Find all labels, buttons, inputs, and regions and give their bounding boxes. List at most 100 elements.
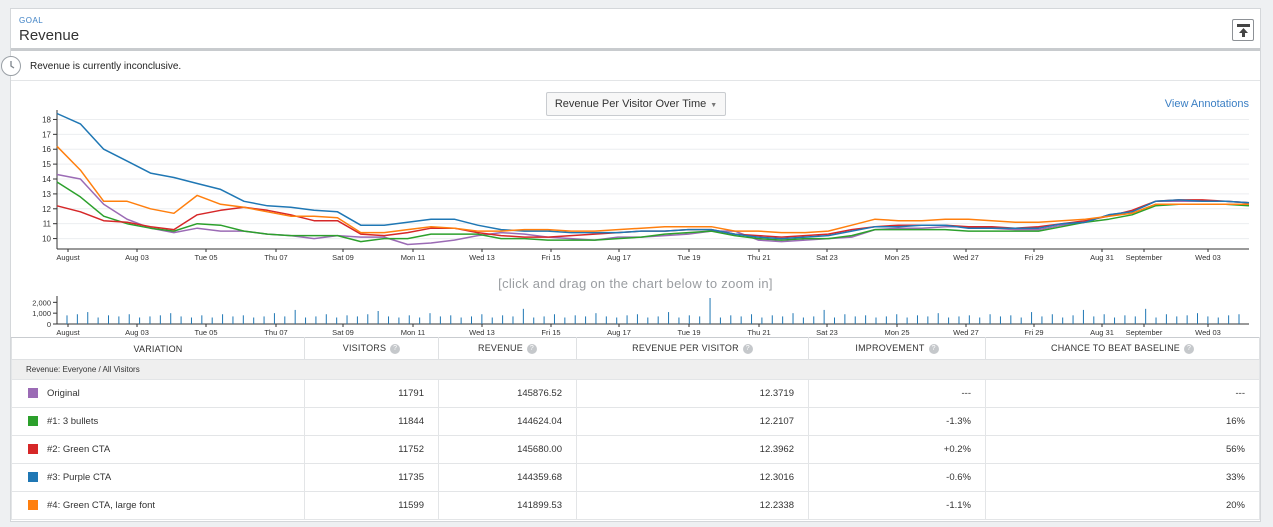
help-icon[interactable]: ? bbox=[742, 343, 753, 354]
help-icon[interactable]: ? bbox=[1183, 343, 1194, 354]
x-tick-label: August bbox=[56, 253, 80, 262]
col-improvement[interactable]: IMPROVEMENT? bbox=[808, 337, 986, 360]
revenue-value: 141899.53 bbox=[517, 500, 562, 511]
table-row[interactable]: #4: Green CTA, large font 11599 141899.53 1… bbox=[11, 491, 1260, 520]
variation-cell: #4: Green CTA, large font bbox=[11, 491, 305, 520]
improvement-value: +0.2% bbox=[943, 444, 971, 455]
variation-value: #2: Green CTA bbox=[47, 444, 111, 455]
variation-value: Original bbox=[47, 388, 80, 399]
improvement-value: -1.3% bbox=[946, 416, 971, 427]
x-tick-label: Aug 03 bbox=[125, 253, 149, 262]
revenue-per-visitor-value: 12.3719 bbox=[759, 388, 794, 399]
mini-x-tick-label: Thu 21 bbox=[747, 328, 770, 337]
variation-cell: #3: Purple CTA bbox=[11, 463, 305, 492]
mini-x-tick-label: Fri 29 bbox=[1024, 328, 1043, 337]
x-tick-label: Mon 25 bbox=[884, 253, 909, 262]
chance-value: --- bbox=[1235, 388, 1246, 399]
chance-cell: --- bbox=[985, 379, 1260, 408]
chart-area[interactable]: 10 11 12 13 14 15 16 17 18 August Aug 03 Tue 05 Thu … bbox=[11, 82, 1260, 339]
zoom-hint: [click and drag on the chart below to zo… bbox=[498, 276, 773, 291]
mini-x-tick-label: Aug 31 bbox=[1090, 328, 1114, 337]
mini-x-tick-label: September bbox=[1126, 328, 1163, 337]
visitors-cell: 11599 bbox=[304, 491, 439, 520]
revenue-per-visitor-cell: 12.2107 bbox=[576, 407, 809, 436]
series-line bbox=[56, 173, 1250, 246]
variation-cell: #2: Green CTA bbox=[11, 435, 305, 464]
mini-x-tick-label: Aug 17 bbox=[607, 328, 631, 337]
col-chance-to-beat-baseline[interactable]: CHANCE TO BEAT BASELINE? bbox=[985, 337, 1260, 360]
x-tick-label: September bbox=[1126, 253, 1163, 262]
y-tick-label: 17 bbox=[42, 130, 51, 139]
mini-x-tick-label: Aug 03 bbox=[125, 328, 149, 337]
revenue-cell: 145680.00 bbox=[438, 435, 577, 464]
improvement-cell: -1.1% bbox=[808, 491, 986, 520]
x-tick-label: Fri 15 bbox=[541, 253, 560, 262]
col-visitors[interactable]: VISITORS? bbox=[304, 337, 439, 360]
mini-x-tick-label: August bbox=[56, 328, 80, 337]
mini-y-tick-label: 1,000 bbox=[32, 309, 51, 318]
x-tick-label: Wed 13 bbox=[469, 253, 495, 262]
chance-value: 56% bbox=[1225, 444, 1245, 455]
revenue-per-visitor-cell: 12.3719 bbox=[576, 379, 809, 408]
chance-cell: 56% bbox=[985, 435, 1260, 464]
mini-x-tick-label: Sat 09 bbox=[332, 328, 354, 337]
goal-card: GOAL Revenue Revenue is currently inconc… bbox=[1, 8, 1261, 522]
mini-x-tick-label: Tue 19 bbox=[677, 328, 700, 337]
mini-x-tick-label: Wed 03 bbox=[1195, 328, 1221, 337]
mini-x-tick-label: Thu 07 bbox=[264, 328, 287, 337]
visitors-cell: 11791 bbox=[304, 379, 439, 408]
table-row[interactable]: #3: Purple CTA 11735 144359.68 12.3016 -0.6%… bbox=[11, 463, 1260, 492]
help-icon[interactable]: ? bbox=[390, 343, 401, 354]
variation-cell: Original bbox=[11, 379, 305, 408]
x-tick-label: Mon 11 bbox=[401, 253, 425, 262]
series-line bbox=[56, 181, 1250, 243]
chance-value: 20% bbox=[1225, 500, 1245, 511]
chance-value: 33% bbox=[1225, 472, 1245, 483]
chance-cell: 20% bbox=[985, 491, 1260, 520]
col-label: IMPROVEMENT bbox=[855, 343, 925, 354]
variation-value: #1: 3 bullets bbox=[47, 416, 99, 427]
improvement-cell: -0.6% bbox=[808, 463, 986, 492]
chance-value: 16% bbox=[1225, 416, 1245, 427]
chart-type-dropdown[interactable]: Revenue Per Visitor Over Time ▼ bbox=[546, 92, 726, 116]
goal-label: GOAL bbox=[19, 16, 44, 25]
table-row[interactable]: #1: 3 bullets 11844 144624.04 12.2107 -1.3% 1… bbox=[11, 407, 1260, 436]
mini-x-tick-label: Mon 11 bbox=[401, 328, 425, 337]
col-revenue[interactable]: REVENUE? bbox=[438, 337, 577, 360]
visitors-cell: 11735 bbox=[304, 463, 439, 492]
collapse-icon bbox=[1237, 24, 1250, 37]
mini-y-tick-label: 2,000 bbox=[32, 298, 51, 307]
series-line bbox=[56, 112, 1250, 240]
help-icon[interactable]: ? bbox=[526, 343, 537, 354]
status-row: Revenue is currently inconclusive. bbox=[1, 54, 1260, 81]
revenue-per-visitor-value: 12.2338 bbox=[759, 500, 794, 511]
variation-color-swatch bbox=[28, 500, 38, 511]
col-revenue-per-visitor[interactable]: REVENUE PER VISITOR? bbox=[576, 337, 809, 360]
revenue-per-visitor-cell: 12.3962 bbox=[576, 435, 809, 464]
visitors-value: 11735 bbox=[398, 472, 424, 483]
view-annotations-link[interactable]: View Annotations bbox=[1164, 98, 1249, 110]
x-tick-label: Sat 23 bbox=[816, 253, 838, 262]
x-tick-label: Tue 05 bbox=[194, 253, 217, 262]
table-row[interactable]: #2: Green CTA 11752 145680.00 12.3962 +0.2% 5… bbox=[11, 435, 1260, 464]
improvement-value: -0.6% bbox=[946, 472, 971, 483]
col-label: REVENUE PER VISITOR bbox=[632, 343, 739, 354]
revenue-per-visitor-value: 12.3962 bbox=[759, 444, 794, 455]
x-tick-label: Wed 03 bbox=[1195, 253, 1221, 262]
col-label: VISITORS bbox=[342, 343, 387, 354]
col-label: REVENUE bbox=[478, 343, 523, 354]
y-tick-label: 18 bbox=[42, 115, 51, 124]
mini-x-tick-label: Sat 23 bbox=[816, 328, 838, 337]
visitors-value: 11599 bbox=[398, 500, 424, 511]
x-tick-label: Thu 21 bbox=[747, 253, 770, 262]
collapse-button[interactable] bbox=[1232, 19, 1254, 41]
revenue-cell: 141899.53 bbox=[438, 491, 577, 520]
col-variation[interactable]: VARIATION bbox=[11, 337, 305, 360]
help-icon[interactable]: ? bbox=[928, 343, 939, 354]
revenue-value: 145876.52 bbox=[517, 388, 562, 399]
revenue-per-visitor-value: 12.3016 bbox=[759, 472, 794, 483]
segment-group-row: Revenue: Everyone / All Visitors bbox=[11, 359, 1260, 380]
revenue-cell: 144359.68 bbox=[438, 463, 577, 492]
revenue-per-visitor-chart[interactable]: 10 11 12 13 14 15 16 17 18 August Aug 03 Tue 05 Thu … bbox=[11, 82, 1260, 339]
table-row[interactable]: Original 11791 145876.52 12.3719 --- --- bbox=[11, 379, 1260, 408]
